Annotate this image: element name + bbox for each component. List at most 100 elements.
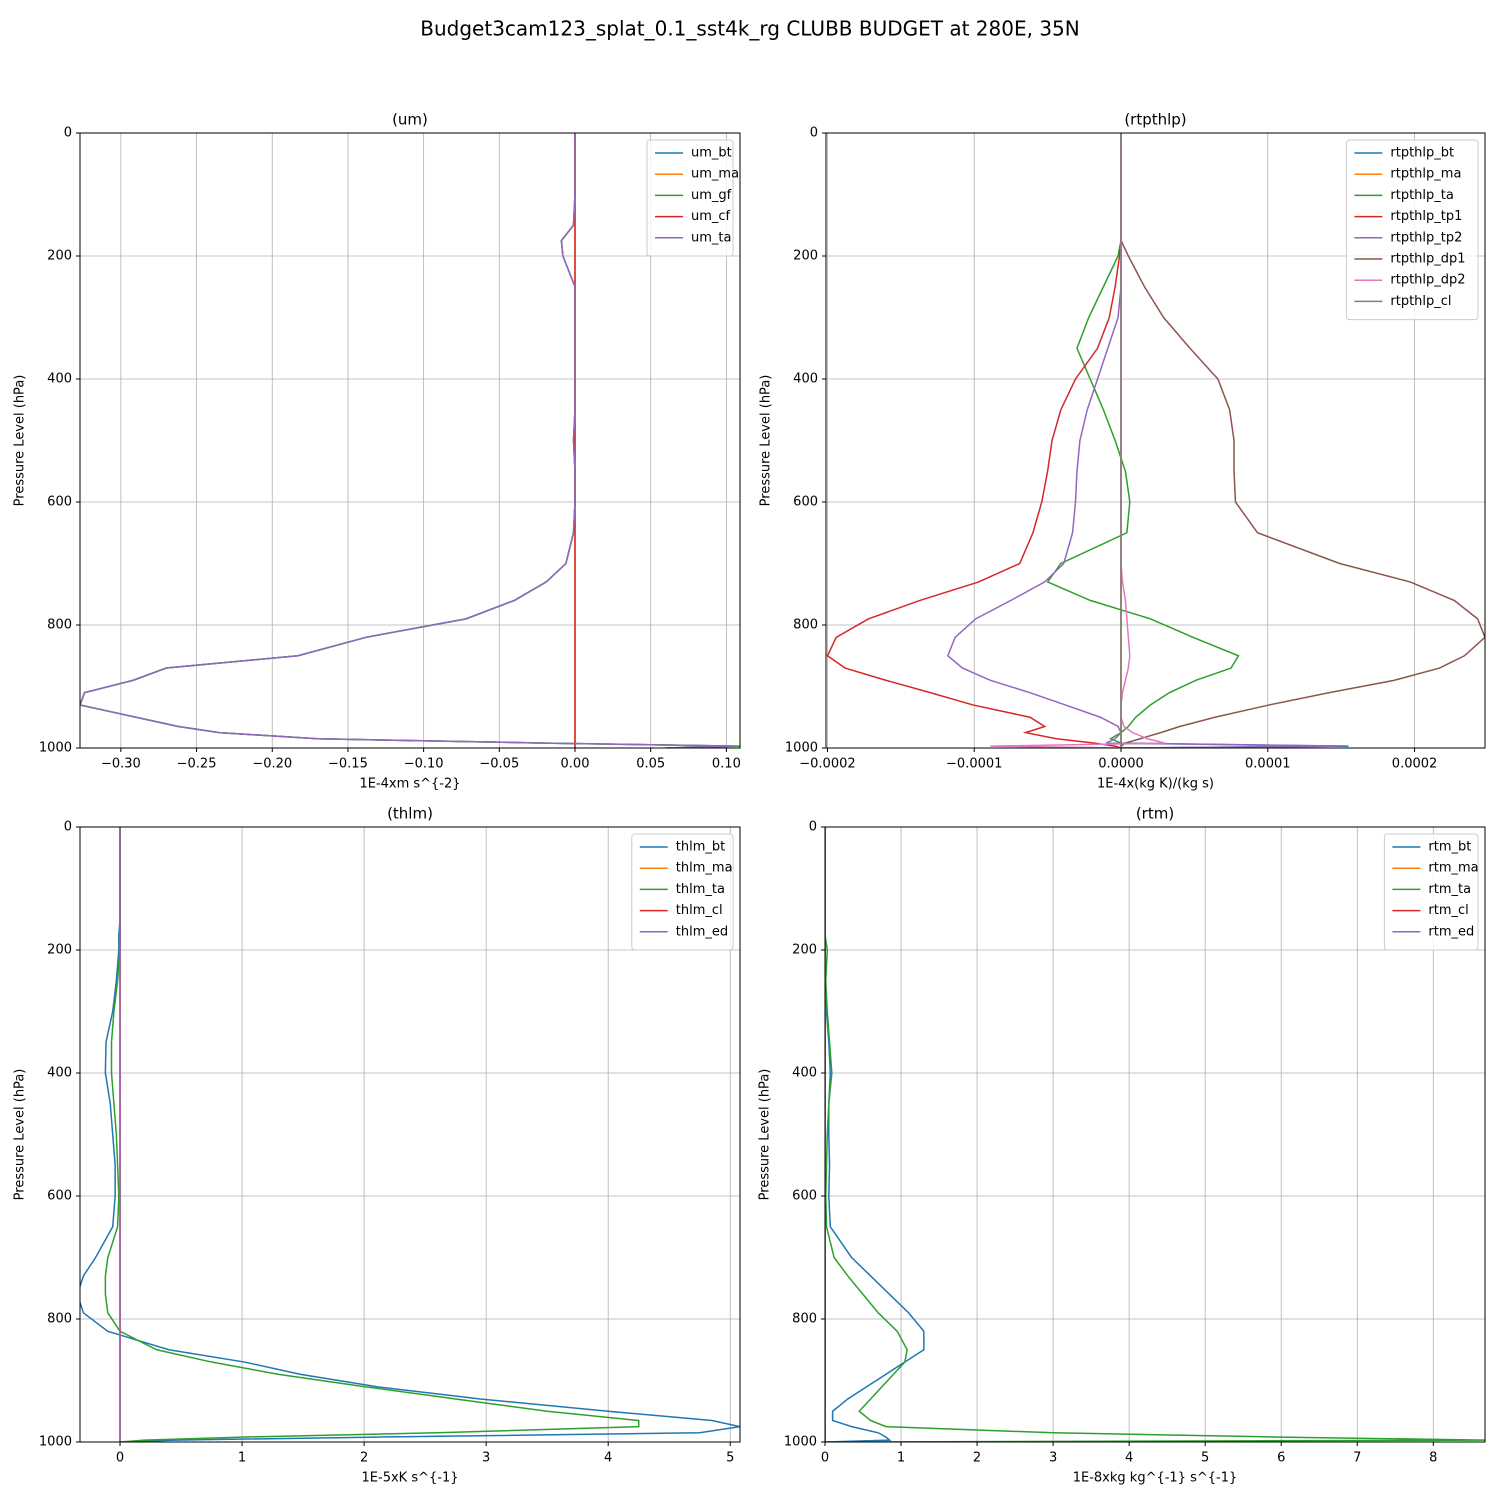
series-line xyxy=(1120,133,1485,748)
plot-area xyxy=(825,827,1485,1442)
legend-label: um_cf xyxy=(691,209,731,224)
x-tick-label: 6 xyxy=(1277,1451,1285,1466)
y-tick-label: 0 xyxy=(810,126,818,141)
legend-label: rtpthlp_cl xyxy=(1390,294,1451,309)
legend-label: thlm_ma xyxy=(676,861,733,876)
series-line xyxy=(104,827,640,1442)
figure-title: Budget3cam123_splat_0.1_sst4k_rg CLUBB B… xyxy=(420,17,1079,41)
y-tick-label: 400 xyxy=(792,1066,817,1081)
x-tick-label: 2 xyxy=(973,1451,981,1466)
x-tick-label: 3 xyxy=(1049,1451,1057,1466)
y-tick-label: 400 xyxy=(47,372,72,387)
y-tick-label: 0 xyxy=(64,820,72,835)
y-tick-label: 800 xyxy=(792,1312,817,1327)
legend-label: rtpthlp_ma xyxy=(1390,167,1461,182)
legend: thlm_bt thlm_ma thlm_ta thlm_cl thlm_ed xyxy=(631,833,734,951)
x-tick-label: 1 xyxy=(897,1451,905,1466)
x-tick-label: −0.0001 xyxy=(946,757,1002,772)
series-line xyxy=(80,133,734,748)
y-tick-label: 1000 xyxy=(784,1435,817,1450)
legend-label: rtpthlp_ta xyxy=(1390,188,1453,203)
subplot-title: (um) xyxy=(392,111,428,129)
x-tick-label: 0 xyxy=(821,1451,829,1466)
y-tick-label: 800 xyxy=(47,618,72,633)
y-tick-label: 600 xyxy=(47,1189,72,1204)
x-tick-label: 7 xyxy=(1353,1451,1361,1466)
subplot: −0.0002 −0.0001 0.0000 0.0001 0.0002 0 200 400 6… xyxy=(759,111,1486,792)
legend-box xyxy=(1345,139,1479,321)
legend: um_bt um_ma um_gf um_cf um_ta xyxy=(646,139,739,257)
legend-label: rtpthlp_dp1 xyxy=(1390,252,1465,267)
legend-label: um_gf xyxy=(691,188,732,203)
x-axis-label: 1E-4x(kg K)/(kg s) xyxy=(1097,777,1214,792)
legend-label: rtpthlp_tp1 xyxy=(1390,209,1462,224)
plot-area xyxy=(826,133,1485,748)
subplot: 0 1 2 3 4 5 0 200 400 600 800 1000 (thlm) 1E-5xK s^{-… xyxy=(13,805,741,1486)
x-tick-label: 0.0001 xyxy=(1245,757,1291,772)
axes-frame xyxy=(79,132,741,749)
x-tick-label: −0.30 xyxy=(101,757,141,772)
legend: rtpthlp_bt rtpthlp_ma rtpthlp_ta rtpthlp_tp… xyxy=(1345,139,1479,321)
y-tick-label: 200 xyxy=(47,943,72,958)
x-tick-label: 0.00 xyxy=(561,757,590,772)
axes-frame xyxy=(825,132,1486,749)
x-tick-label: 4 xyxy=(1125,1451,1133,1466)
legend-label: rtm_ta xyxy=(1428,882,1471,897)
y-tick-label: 800 xyxy=(47,1312,72,1327)
y-tick-label: 800 xyxy=(793,618,818,633)
plot-area xyxy=(80,133,740,748)
legend-label: thlm_ed xyxy=(676,924,728,939)
x-tick-label: −0.0002 xyxy=(799,757,855,772)
series-line xyxy=(826,133,1122,748)
subplot: −0.30 −0.25 −0.20 −0.15 −0.10 −0.05 0.00 0.05 0.… xyxy=(13,111,741,792)
y-tick-label: 400 xyxy=(793,372,818,387)
y-axis-label: Pressure Level (hPa) xyxy=(758,1069,773,1201)
legend-box xyxy=(1383,833,1479,951)
series-line xyxy=(80,827,740,1442)
y-axis-label: Pressure Level (hPa) xyxy=(759,375,774,507)
series-line xyxy=(825,827,1485,1442)
axes-frame xyxy=(824,826,1486,1443)
legend-label: um_ma xyxy=(691,167,739,182)
x-tick-label: 0 xyxy=(116,1451,124,1466)
axes-frame xyxy=(79,826,741,1443)
x-tick-label: −0.05 xyxy=(479,757,519,772)
x-tick-label: 0.05 xyxy=(636,757,665,772)
legend-box xyxy=(631,833,734,951)
y-tick-label: 1000 xyxy=(39,741,72,756)
legend-label: thlm_cl xyxy=(676,903,723,918)
x-tick-label: 1 xyxy=(238,1451,246,1466)
x-axis-label: 1E-8xkg kg^{-1} s^{-1} xyxy=(1073,1471,1238,1486)
y-tick-label: 400 xyxy=(47,1066,72,1081)
plot-area xyxy=(80,827,740,1442)
legend-label: um_ta xyxy=(691,230,731,245)
x-tick-label: 8 xyxy=(1429,1451,1437,1466)
x-tick-label: 5 xyxy=(1201,1451,1209,1466)
legend-label: um_bt xyxy=(691,146,732,161)
x-tick-label: 0.10 xyxy=(712,757,741,772)
y-tick-label: 1000 xyxy=(39,1435,72,1450)
x-tick-label: 4 xyxy=(604,1451,612,1466)
x-tick-label: −0.25 xyxy=(177,757,217,772)
subplot-title: (thlm) xyxy=(387,805,433,823)
legend-label: rtpthlp_tp2 xyxy=(1390,230,1462,245)
y-tick-label: 200 xyxy=(792,943,817,958)
y-tick-label: 200 xyxy=(793,249,818,264)
y-tick-label: 0 xyxy=(809,820,817,835)
legend-label: rtpthlp_bt xyxy=(1390,146,1454,161)
series-line xyxy=(825,827,925,1442)
legend-label: thlm_ta xyxy=(676,882,725,897)
series-line xyxy=(1046,133,1240,748)
x-tick-label: 2 xyxy=(360,1451,368,1466)
x-axis-label: 1E-4xm s^{-2} xyxy=(359,777,460,792)
y-tick-label: 600 xyxy=(792,1189,817,1204)
x-tick-label: −0.20 xyxy=(252,757,292,772)
y-tick-label: 600 xyxy=(47,495,72,510)
y-axis-label: Pressure Level (hPa) xyxy=(13,375,28,507)
legend-label: rtm_ma xyxy=(1428,861,1478,876)
legend-label: rtm_cl xyxy=(1428,903,1468,918)
y-tick-label: 200 xyxy=(47,249,72,264)
legend-label: rtm_ed xyxy=(1428,924,1474,939)
